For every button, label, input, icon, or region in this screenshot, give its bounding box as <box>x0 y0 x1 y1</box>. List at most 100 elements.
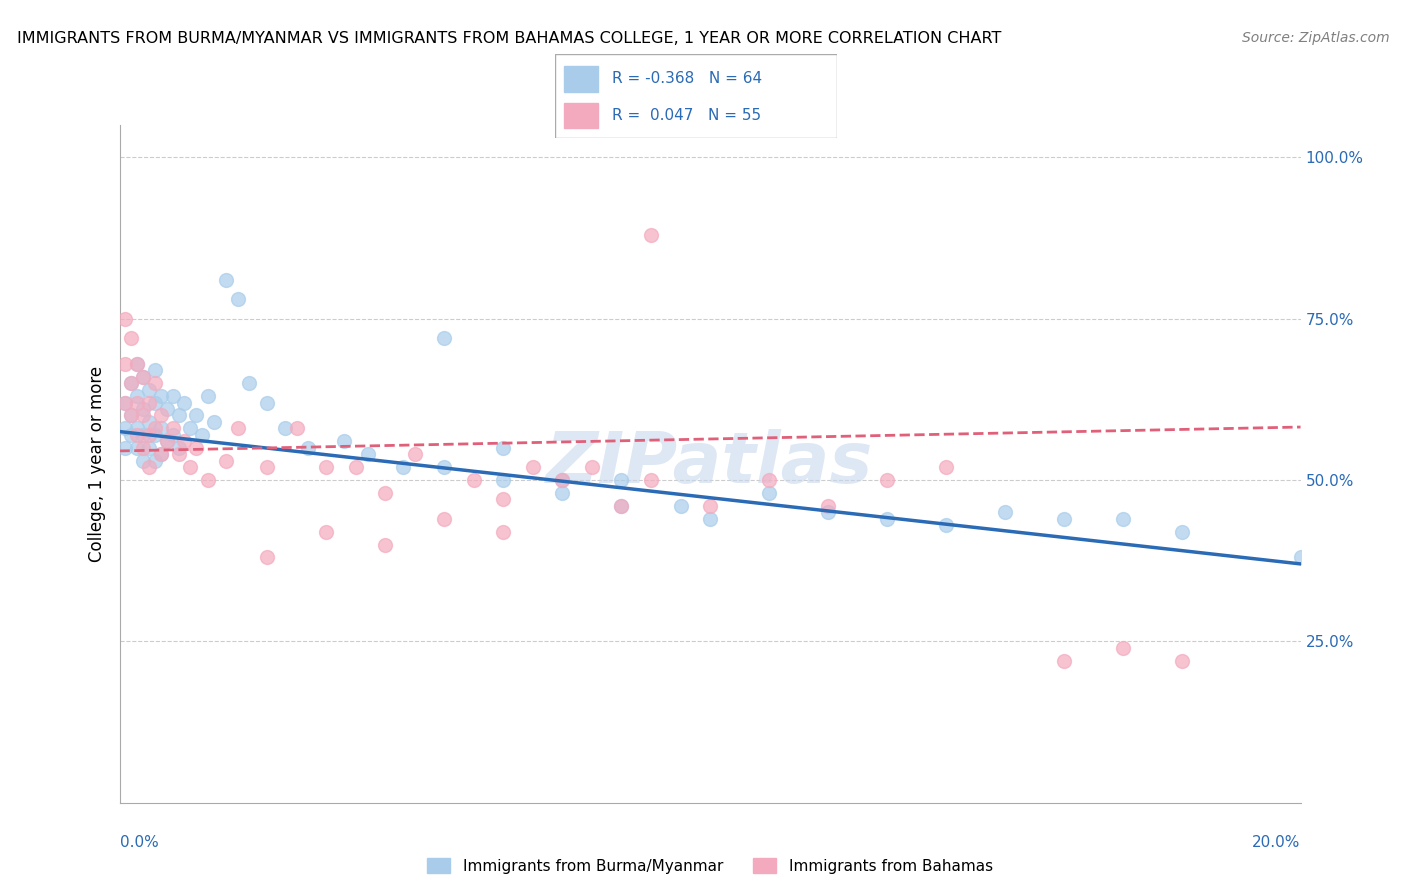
Point <box>127 357 149 371</box>
Point <box>876 473 898 487</box>
Point <box>1289 550 1312 565</box>
Point <box>374 486 396 500</box>
Text: R =  0.047   N = 55: R = 0.047 N = 55 <box>612 108 761 123</box>
Point <box>876 512 898 526</box>
Point <box>120 427 142 442</box>
Point <box>138 427 160 442</box>
Point <box>492 441 515 455</box>
Point <box>132 369 155 384</box>
Point <box>167 447 190 461</box>
Point <box>132 453 155 467</box>
Text: R = -0.368   N = 64: R = -0.368 N = 64 <box>612 71 762 87</box>
Point <box>994 505 1017 519</box>
Point <box>132 401 155 416</box>
Point <box>817 505 839 519</box>
Point <box>114 395 136 409</box>
Point <box>404 447 426 461</box>
Point <box>1112 640 1135 655</box>
Point <box>143 363 166 377</box>
Point <box>935 518 957 533</box>
Point <box>120 409 142 423</box>
Point <box>226 292 249 306</box>
Point <box>758 473 780 487</box>
Point <box>492 473 515 487</box>
Point <box>127 441 149 455</box>
Point <box>1053 512 1076 526</box>
Point <box>551 473 574 487</box>
Point <box>186 441 208 455</box>
Point <box>551 473 574 487</box>
Point <box>132 441 155 455</box>
Point <box>1171 654 1194 668</box>
Point <box>173 434 195 449</box>
Point <box>817 499 839 513</box>
Point <box>433 331 456 345</box>
Point <box>143 421 166 435</box>
Point <box>156 401 179 416</box>
Point <box>197 473 219 487</box>
Point <box>758 486 780 500</box>
Point <box>215 273 238 287</box>
Point <box>179 421 201 435</box>
Point <box>215 453 238 467</box>
Point <box>640 473 662 487</box>
Point <box>297 441 319 455</box>
Point <box>156 434 179 449</box>
Point <box>256 395 278 409</box>
Point <box>149 409 172 423</box>
Point <box>1171 524 1194 539</box>
Point <box>114 441 136 455</box>
Point <box>127 357 149 371</box>
Point <box>149 447 172 461</box>
Y-axis label: College, 1 year or more: College, 1 year or more <box>87 366 105 562</box>
Point <box>315 460 337 475</box>
Point <box>120 376 142 391</box>
Point <box>433 460 456 475</box>
Point <box>156 434 179 449</box>
Point <box>238 376 260 391</box>
Point <box>1112 512 1135 526</box>
Point <box>522 460 544 475</box>
Point <box>138 441 160 455</box>
Point <box>167 441 190 455</box>
Point <box>551 486 574 500</box>
Point <box>197 389 219 403</box>
Point <box>699 512 721 526</box>
Point <box>120 331 142 345</box>
Point <box>138 383 160 397</box>
Point <box>935 460 957 475</box>
Point <box>315 524 337 539</box>
Point <box>256 550 278 565</box>
Point <box>120 409 142 423</box>
Point <box>143 427 166 442</box>
Point <box>143 453 166 467</box>
Point <box>191 427 214 442</box>
Point <box>374 537 396 551</box>
Point <box>138 415 160 429</box>
Point <box>120 376 142 391</box>
Point <box>127 427 149 442</box>
Point <box>492 524 515 539</box>
Point <box>256 460 278 475</box>
Point <box>127 389 149 403</box>
Point <box>581 460 603 475</box>
Text: 20.0%: 20.0% <box>1253 836 1301 850</box>
Point <box>167 409 190 423</box>
Point <box>179 460 201 475</box>
Point <box>699 499 721 513</box>
Point <box>433 512 456 526</box>
Point <box>640 227 662 242</box>
Point <box>186 409 208 423</box>
Point <box>114 421 136 435</box>
FancyBboxPatch shape <box>564 66 598 92</box>
Point <box>114 357 136 371</box>
Point <box>333 434 356 449</box>
Point <box>114 311 136 326</box>
Point <box>149 389 172 403</box>
Point <box>132 427 155 442</box>
Point <box>610 473 633 487</box>
Point <box>274 421 297 435</box>
FancyBboxPatch shape <box>555 54 837 138</box>
Point <box>610 499 633 513</box>
Point <box>356 447 378 461</box>
